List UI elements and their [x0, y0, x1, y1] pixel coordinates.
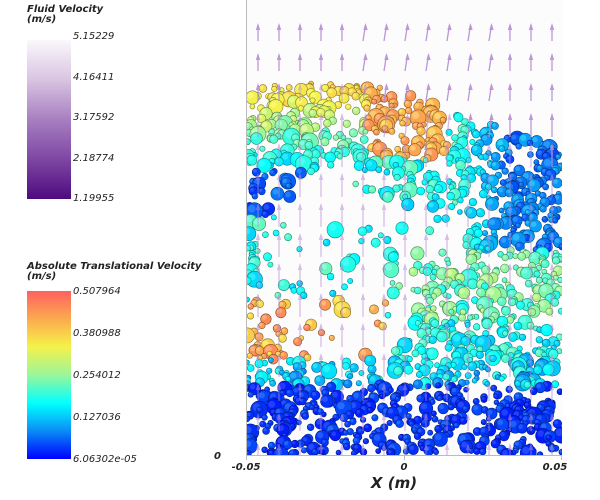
- x-axis-label: X (m): [370, 474, 418, 492]
- particle-legend-units: (m/s): [27, 271, 57, 282]
- fluid-tick: 4.16411: [73, 72, 115, 83]
- x-tick-label: -0.05: [231, 462, 261, 473]
- y-tick-label: 0: [214, 451, 221, 462]
- x-tick-mark: [246, 455, 247, 460]
- particle-tick: 0.254012: [73, 370, 121, 381]
- particle-tick: 6.06302e-05: [73, 454, 137, 465]
- particle-tick: 0.127036: [73, 412, 121, 423]
- particle-tick: 0.380988: [73, 328, 121, 339]
- fluid-tick: 5.15229: [73, 31, 115, 42]
- particle-colorbar: [27, 291, 71, 459]
- particle-tick: 0.507964: [73, 286, 121, 297]
- fluid-colorbar: [27, 40, 71, 199]
- fluid-tick: 2.18774: [73, 153, 115, 164]
- particle-legend-title: Absolute Translational Velocity: [27, 261, 202, 272]
- particle-field: [247, 23, 562, 455]
- fluid-tick: 1.19955: [73, 193, 115, 204]
- fluid-legend-units: (m/s): [27, 14, 57, 25]
- y-axis-line: [246, 0, 247, 456]
- x-tick-label: 0: [400, 462, 408, 473]
- fluid-tick: 3.17592: [73, 112, 115, 123]
- x-tick-label: 0.05: [542, 462, 568, 473]
- x-tick-mark: [404, 455, 405, 460]
- x-tick-mark: [561, 455, 562, 460]
- fluid-legend-title: Fluid Velocity: [27, 4, 104, 15]
- simulation-plot-area: [247, 0, 562, 455]
